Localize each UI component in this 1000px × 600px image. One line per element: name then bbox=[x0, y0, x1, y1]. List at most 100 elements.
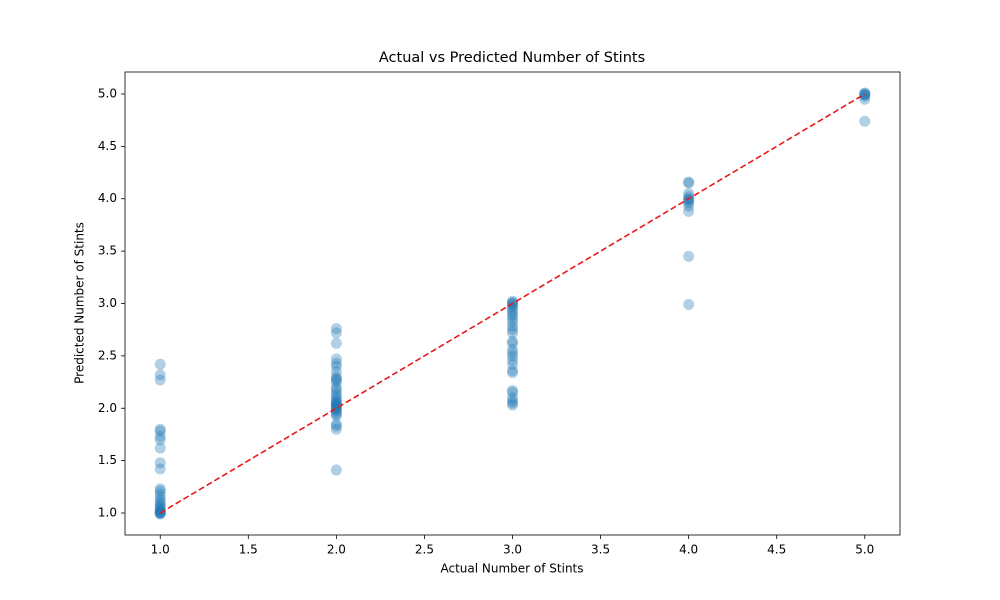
scatter-point bbox=[154, 501, 166, 513]
y-axis-label: Predicted Number of Stints bbox=[73, 222, 87, 384]
scatter-point bbox=[330, 327, 342, 339]
scatter-point bbox=[330, 390, 342, 402]
scatter-point bbox=[683, 197, 695, 209]
scatter-point bbox=[683, 250, 695, 262]
scatter-point bbox=[154, 423, 166, 435]
scatter-point bbox=[683, 195, 695, 207]
y-tick-label: 1.0 bbox=[98, 506, 117, 520]
scatter-point bbox=[330, 420, 342, 432]
scatter-point bbox=[154, 434, 166, 446]
y-tick-label: 4.0 bbox=[98, 191, 117, 205]
y-tick-label: 3.5 bbox=[98, 244, 117, 258]
scatter-point bbox=[330, 396, 342, 408]
scatter-point bbox=[683, 177, 695, 189]
scatter-point bbox=[154, 442, 166, 454]
plot-frame bbox=[124, 71, 901, 536]
scatter-point bbox=[154, 485, 166, 497]
scatter-point bbox=[154, 504, 166, 516]
scatter-point bbox=[507, 337, 518, 349]
x-tick-label: 1.5 bbox=[239, 543, 258, 557]
scatter-point bbox=[330, 323, 342, 335]
y-tick-label: 4.5 bbox=[98, 139, 117, 153]
y-tick-label: 5.0 bbox=[98, 86, 117, 100]
scatter-point bbox=[330, 376, 342, 388]
scatter-point bbox=[154, 494, 166, 506]
scatter-point bbox=[154, 499, 166, 511]
scatter-point bbox=[859, 90, 871, 102]
scatter-point bbox=[683, 299, 695, 311]
scatter-point bbox=[330, 409, 342, 421]
scatter-point bbox=[330, 423, 342, 435]
scatter-point bbox=[507, 358, 518, 370]
scatter-point bbox=[683, 194, 695, 206]
x-tick-label: 5.0 bbox=[855, 543, 874, 557]
scatter-point bbox=[507, 327, 518, 339]
scatter-point bbox=[507, 367, 518, 379]
scatter-point bbox=[154, 491, 166, 503]
scatter-point bbox=[330, 373, 342, 385]
scatter-point bbox=[154, 505, 166, 517]
scatter-point bbox=[507, 321, 518, 333]
scatter-point bbox=[154, 497, 166, 509]
scatter-point bbox=[507, 354, 518, 366]
scatter-point bbox=[330, 404, 342, 416]
scatter-point bbox=[507, 299, 518, 311]
scatter-point bbox=[507, 350, 518, 362]
scatter-point bbox=[507, 387, 518, 399]
x-axis-label: Actual Number of Stints bbox=[440, 562, 583, 576]
scatter-point bbox=[507, 395, 518, 407]
scatter-point bbox=[507, 305, 518, 317]
x-tick-label: 1.0 bbox=[151, 543, 170, 557]
scatter-point bbox=[154, 425, 166, 437]
scatter-point bbox=[330, 464, 342, 476]
scatter-point bbox=[330, 387, 342, 399]
y-tick-label: 2.0 bbox=[98, 401, 117, 415]
reference-line bbox=[159, 93, 866, 514]
scatter-point bbox=[154, 457, 166, 469]
scatter-point bbox=[330, 383, 342, 395]
scatter-point bbox=[330, 360, 342, 372]
scatter-point bbox=[154, 483, 166, 495]
scatter-point bbox=[683, 200, 695, 212]
scatter-point bbox=[859, 93, 871, 105]
scatter-point bbox=[507, 308, 518, 320]
scatter-point bbox=[330, 402, 342, 414]
scatter-point bbox=[154, 374, 166, 386]
scatter-point bbox=[507, 301, 518, 313]
scatter-point bbox=[507, 316, 518, 328]
x-tick-label: 4.0 bbox=[679, 543, 698, 557]
scatter-point bbox=[507, 295, 518, 307]
scatter-point bbox=[330, 381, 342, 393]
scatter-point bbox=[683, 188, 695, 200]
scatter-point bbox=[330, 371, 342, 383]
x-tick-label: 2.5 bbox=[415, 543, 434, 557]
y-tick-label: 2.5 bbox=[98, 348, 117, 362]
scatter-point bbox=[330, 394, 342, 406]
scatter-point bbox=[154, 463, 166, 475]
scatter-point bbox=[330, 418, 342, 430]
scatter-point bbox=[859, 89, 871, 101]
x-tick-label: 4.5 bbox=[767, 543, 786, 557]
scatter-point bbox=[330, 353, 342, 365]
scatter-point bbox=[683, 191, 695, 203]
chart-title: Actual vs Predicted Number of Stints bbox=[379, 50, 645, 66]
scatter-point bbox=[154, 369, 166, 381]
scatter-point bbox=[507, 313, 518, 325]
scatter-point bbox=[330, 399, 342, 411]
scatter-point bbox=[330, 374, 342, 386]
scatter-point bbox=[507, 335, 518, 347]
x-tick-label: 2.0 bbox=[327, 543, 346, 557]
scatter-point bbox=[330, 337, 342, 349]
scatter-point bbox=[154, 358, 166, 370]
scatter-point bbox=[683, 176, 695, 188]
scatter-point bbox=[154, 488, 166, 500]
y-tick-label: 3.0 bbox=[98, 296, 117, 310]
scatter-point bbox=[330, 366, 342, 378]
scatter-point bbox=[507, 310, 518, 322]
scatter-point bbox=[330, 410, 342, 422]
scatter-point bbox=[507, 344, 518, 356]
x-tick-label: 3.5 bbox=[591, 543, 610, 557]
scatter-point bbox=[507, 397, 518, 409]
